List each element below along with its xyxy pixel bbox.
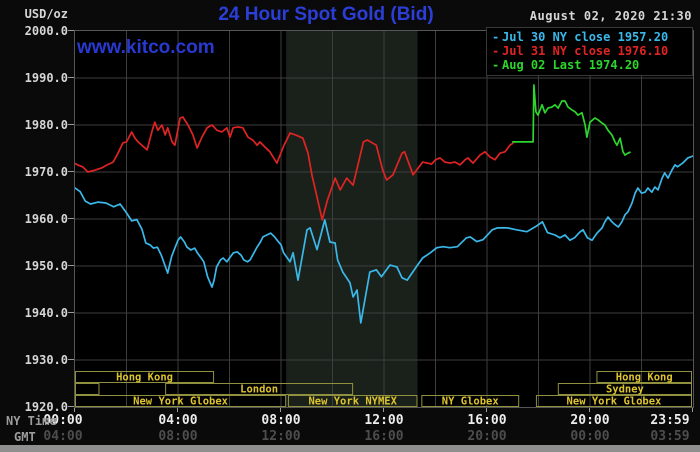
x-axis-label-ny-time: 08:00: [261, 413, 301, 428]
y-axis-tick-label: 1950.0: [24, 259, 68, 273]
session-box: [535, 395, 692, 407]
x-axis-label-ny-time: 16:00: [467, 413, 507, 428]
legend-item: - Aug 02 Last 1974.20: [492, 58, 688, 72]
legend-label: Jul 30 NY close 1957.20: [502, 30, 669, 44]
session-label: London: [240, 384, 278, 396]
session-box: [596, 371, 692, 383]
y-axis-tick-label: 1930.0: [24, 353, 68, 367]
x-axis-label-gmt: 16:00: [364, 429, 404, 444]
x-axis-label-ny-time: 04:00: [158, 413, 198, 428]
price-line-jul-31: [75, 116, 514, 221]
y-axis-tick: [68, 171, 74, 172]
plot-area: Hong Kong Hong Kong London Sydney New York G…: [74, 30, 694, 408]
x-axis-tick: [177, 408, 178, 412]
y-axis-unit-label: USD/oz: [24, 7, 68, 21]
x-axis-tick: [74, 408, 75, 412]
legend-label: Aug 02 Last 1974.20: [502, 58, 640, 72]
x-axis-label-gmt: 03:59: [650, 429, 690, 444]
y-axis-tick: [68, 359, 74, 360]
y-axis-tick-label: 1990.0: [24, 71, 68, 85]
x-axis-label-gmt: 12:00: [261, 429, 301, 444]
y-axis-tick-label: 1940.0: [24, 306, 68, 320]
session-label: Hong Kong: [616, 372, 673, 384]
session-label: New York Globex: [567, 396, 663, 408]
y-axis-tick-label: 1980.0: [24, 118, 68, 132]
session-label: Sydney: [606, 384, 645, 396]
legend-item: - Jul 30 NY close 1957.20: [492, 30, 688, 44]
session-box: [421, 395, 520, 407]
legend-series-mark-icon: -: [492, 58, 500, 72]
y-axis-tick: [68, 124, 74, 125]
session-label: New York NYMEX: [308, 396, 397, 408]
x-axis-tick: [383, 408, 384, 412]
x-axis-label-gmt: 20:00: [467, 429, 507, 444]
y-axis-tick: [68, 77, 74, 78]
y-axis-tick-label: 2000.0: [24, 24, 68, 38]
price-line-jul-30: [75, 155, 693, 324]
x-axis-label-gmt: 00:00: [570, 429, 610, 444]
y-axis-tick: [68, 218, 74, 219]
session-label: Hong Kong: [116, 372, 173, 384]
y-axis-tick: [68, 312, 74, 313]
y-axis-tick-label: 1920.0: [24, 400, 68, 414]
x-axis-label-ny-time: 00:00: [43, 413, 83, 428]
session-label: NY Globex: [442, 396, 500, 408]
chart-legend: - Jul 30 NY close 1957.20- Jul 31 NY close…: [486, 27, 693, 76]
x-axis-label-ny-time: 23:59: [650, 413, 690, 428]
legend-label: Jul 31 NY close 1976.10: [502, 44, 669, 58]
gmt-axis-caption: GMT: [14, 430, 36, 444]
session-box: [75, 371, 215, 383]
y-axis-tick: [68, 406, 74, 407]
x-axis-tick: [280, 408, 281, 412]
session-box: [75, 383, 100, 395]
page-title: 24 Hour Spot Gold (Bid): [218, 4, 434, 25]
x-axis-tick: [486, 408, 487, 412]
session-label: New York Globex: [133, 396, 229, 408]
ny-time-axis-caption: NY Time: [6, 414, 57, 428]
kitco-watermark-link[interactable]: www.kitco.com: [77, 37, 215, 58]
y-axis-tick: [68, 265, 74, 266]
y-axis-tick-label: 1970.0: [24, 165, 68, 179]
x-axis-label-gmt: 08:00: [158, 429, 198, 444]
session-box: [287, 395, 418, 407]
price-line-aug-02: [511, 84, 631, 156]
x-axis-tick: [589, 408, 590, 412]
x-axis-label-gmt: 04:00: [43, 429, 83, 444]
x-axis-label-ny-time: 12:00: [364, 413, 404, 428]
legend-item: - Jul 31 NY close 1976.10: [492, 44, 688, 58]
session-box: [165, 383, 354, 395]
legend-series-mark-icon: -: [492, 30, 500, 44]
session-box: [75, 395, 287, 407]
session-box: [557, 383, 692, 395]
bottom-edge-strip: [0, 445, 700, 452]
x-axis-tick: [692, 408, 693, 412]
y-axis-tick-label: 1960.0: [24, 212, 68, 226]
legend-series-mark-icon: -: [492, 44, 500, 58]
x-axis-label-ny-time: 20:00: [570, 413, 610, 428]
y-axis-tick: [68, 30, 74, 31]
chart-timestamp: August 02, 2020 21:30: [529, 9, 692, 23]
